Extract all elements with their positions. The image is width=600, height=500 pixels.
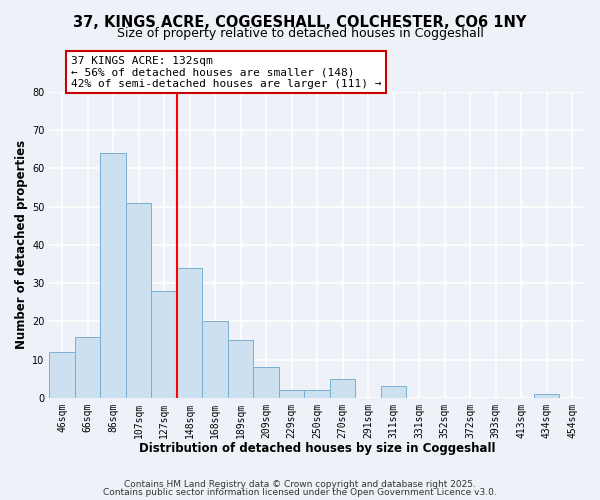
X-axis label: Distribution of detached houses by size in Coggeshall: Distribution of detached houses by size … [139, 442, 496, 455]
Bar [279, 390, 304, 398]
Bar [126, 203, 151, 398]
Bar [534, 394, 559, 398]
Text: 37 KINGS ACRE: 132sqm
← 56% of detached houses are smaller (148)
42% of semi-det: 37 KINGS ACRE: 132sqm ← 56% of detached … [71, 56, 382, 89]
Bar [228, 340, 253, 398]
Text: Contains public sector information licensed under the Open Government Licence v3: Contains public sector information licen… [103, 488, 497, 497]
Text: 37, KINGS ACRE, COGGESHALL, COLCHESTER, CO6 1NY: 37, KINGS ACRE, COGGESHALL, COLCHESTER, … [73, 15, 527, 30]
Bar [304, 390, 330, 398]
Bar [330, 378, 355, 398]
Bar [49, 352, 75, 398]
Bar [381, 386, 406, 398]
Y-axis label: Number of detached properties: Number of detached properties [15, 140, 28, 350]
Bar [100, 153, 126, 398]
Text: Contains HM Land Registry data © Crown copyright and database right 2025.: Contains HM Land Registry data © Crown c… [124, 480, 476, 489]
Bar [253, 367, 279, 398]
Bar [75, 336, 100, 398]
Text: Size of property relative to detached houses in Coggeshall: Size of property relative to detached ho… [116, 28, 484, 40]
Bar [177, 268, 202, 398]
Bar [151, 290, 177, 398]
Bar [202, 322, 228, 398]
